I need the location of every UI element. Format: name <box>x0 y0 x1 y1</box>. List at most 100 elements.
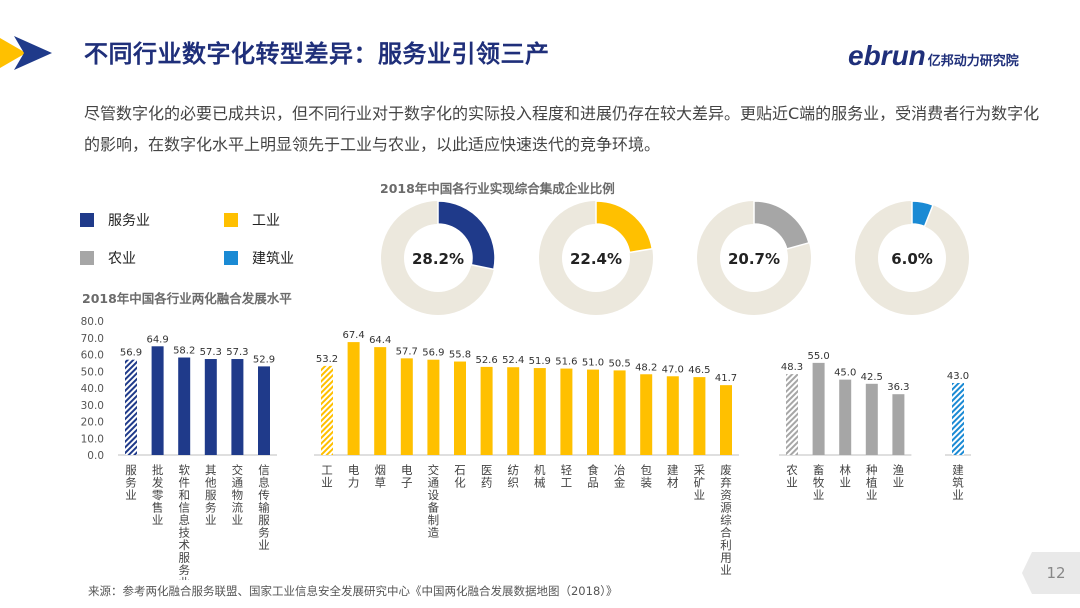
bar <box>560 368 573 455</box>
header-arrow-logo <box>0 36 52 70</box>
bar <box>640 374 653 455</box>
donut-charts: 28.2% 22.4% 20.7% 6.0% <box>381 200 969 315</box>
y-tick-label: 0.0 <box>87 450 104 462</box>
bar-value-label: 46.5 <box>688 365 710 376</box>
bar <box>952 382 964 455</box>
x-category-label: 电子 <box>401 463 413 490</box>
bar-group-4: 43.0 建筑业 <box>945 371 971 502</box>
donut-hole <box>562 224 630 292</box>
bar <box>347 342 360 455</box>
bar-value-label: 55.8 <box>449 350 471 361</box>
page-number: 12 <box>1032 552 1080 594</box>
bar-value-label: 67.4 <box>342 330 364 341</box>
bar-value-label: 42.5 <box>861 372 883 383</box>
page-number-tab-corner <box>1022 552 1032 594</box>
x-category-label: 信息传输服务业 <box>258 463 270 552</box>
bar-value-label: 48.2 <box>635 362 657 373</box>
bar <box>151 346 164 455</box>
bar-value-label: 56.9 <box>422 348 444 359</box>
x-category-label: 食品 <box>587 463 599 490</box>
donut-hole <box>404 224 472 292</box>
y-tick-label: 70.0 <box>81 333 104 345</box>
bar-value-label: 57.3 <box>226 347 248 358</box>
bar <box>258 366 270 455</box>
x-category-label: 废弃资源综合利用业 <box>720 463 732 577</box>
source-note: 来源：参考两化融合服务联盟、国家工业信息安全发展研究中心《中国两化融合发展数据地… <box>88 584 618 598</box>
bar-value-label: 56.9 <box>120 348 142 359</box>
bar <box>892 394 905 455</box>
legend-swatch <box>224 213 238 227</box>
legend-item-construction: 建筑业 <box>224 248 294 268</box>
x-category-label: 林业 <box>839 463 851 490</box>
legend-label: 服务业 <box>108 213 150 229</box>
y-tick-label: 50.0 <box>81 366 104 378</box>
bar-value-label: 43.0 <box>947 371 969 382</box>
chart-legend: 服务业 工业 农业 建筑业 <box>80 210 320 270</box>
bar <box>400 358 413 455</box>
bar-value-label: 52.6 <box>475 355 497 366</box>
donut-1: 28.2% <box>381 200 496 315</box>
bar <box>533 368 546 455</box>
donut-value-label: 20.7% <box>728 250 780 268</box>
x-category-label: 轻工 <box>561 463 573 490</box>
bar <box>321 365 333 455</box>
bar-value-label: 36.3 <box>887 382 909 393</box>
x-category-label: 其他服务业 <box>205 463 217 527</box>
bar-value-label: 64.4 <box>369 335 391 346</box>
legend-item-services: 服务业 <box>80 210 150 230</box>
x-category-label: 批发零售业 <box>152 463 164 527</box>
x-category-label: 建筑业 <box>952 463 964 502</box>
x-category-label: 冶金 <box>614 463 626 490</box>
bar <box>374 347 387 455</box>
bar <box>454 361 466 455</box>
x-category-label: 包装 <box>640 463 652 490</box>
x-category-label: 采矿业 <box>694 463 706 502</box>
bar-value-label: 48.3 <box>781 362 803 373</box>
brand-logo: ebrun 亿邦动力研究院 <box>848 40 1019 72</box>
x-category-label: 烟草 <box>374 463 386 490</box>
x-category-label: 软件和信息技术服务业 <box>178 463 190 580</box>
legend-label: 农业 <box>108 251 136 267</box>
legend-item-industry: 工业 <box>224 210 280 230</box>
bar-value-label: 51.0 <box>582 358 604 369</box>
x-category-label: 电力 <box>348 463 360 490</box>
bar-value-label: 55.0 <box>807 351 829 362</box>
x-category-label: 医药 <box>481 463 493 490</box>
donut-hole <box>720 224 788 292</box>
bar <box>812 362 825 455</box>
intro-paragraph: 尽管数字化的必要已成共识，但不同行业对于数字化的实际投入程度和进展仍存在较大差异… <box>84 104 1040 154</box>
x-category-label: 石化 <box>454 463 466 490</box>
bar <box>613 370 626 455</box>
bar <box>666 376 679 455</box>
x-category-label: 种植业 <box>866 463 878 502</box>
y-tick-label: 40.0 <box>81 383 104 395</box>
y-tick-label: 60.0 <box>81 350 104 362</box>
bar-value-label: 51.6 <box>555 357 577 368</box>
bar-value-label: 52.4 <box>502 355 524 366</box>
bar <box>204 359 217 455</box>
bar-group-2: 53.2 工业 67.4 电力 64.4 烟草 57.7 电子 56.9 交通设备制造 55.8 石化… <box>314 330 739 577</box>
bar-chart-title: 2018年中国各行业两化融合发展水平 <box>82 291 292 306</box>
bar <box>865 383 878 455</box>
donut-value-label: 28.2% <box>412 250 464 268</box>
donut-4: 6.0% <box>855 200 969 315</box>
y-tick-label: 20.0 <box>81 417 104 429</box>
bar-value-label: 57.7 <box>396 346 418 357</box>
legend-swatch <box>80 213 94 227</box>
bar-value-label: 53.2 <box>316 354 338 365</box>
bar-value-label: 57.3 <box>200 347 222 358</box>
bar-group-3: 48.3 农业 55.0 畜牧业 45.0 林业 42.5 种植业 36.3 渔业 <box>779 351 912 502</box>
bar <box>178 357 191 455</box>
x-category-label: 交通物流业 <box>232 463 244 527</box>
x-category-label: 交通设备制造 <box>428 463 440 540</box>
page-title: 不同行业数字化转型差异：服务业引领三产 <box>84 40 550 68</box>
bar-value-label: 52.9 <box>253 354 275 365</box>
bar <box>480 366 493 455</box>
x-category-label: 工业 <box>321 463 333 490</box>
x-category-label: 畜牧业 <box>813 463 825 502</box>
legend-item-agriculture: 农业 <box>80 248 136 268</box>
donut-value-label: 6.0% <box>891 250 933 268</box>
donut-chart-title: 2018年中国各行业实现综合集成企业比例 <box>380 181 615 196</box>
bar <box>125 359 137 455</box>
y-tick-label: 10.0 <box>81 433 104 445</box>
